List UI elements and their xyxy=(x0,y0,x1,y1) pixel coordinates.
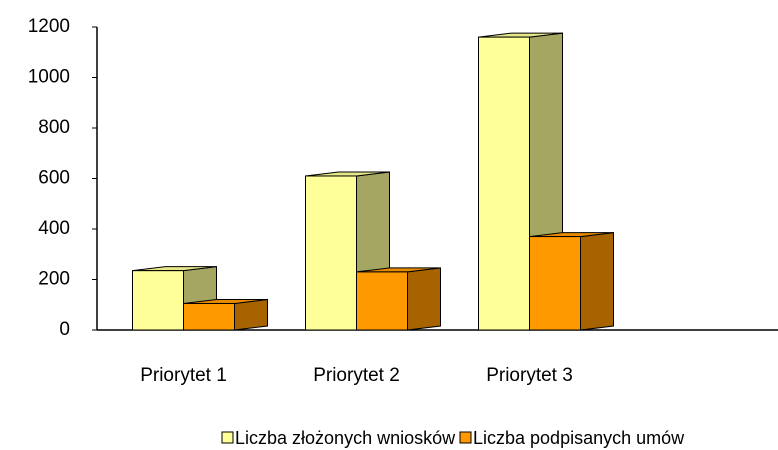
legend-swatch xyxy=(459,431,472,444)
legend-label: Liczba podpisanych umów xyxy=(473,428,685,448)
bar-front xyxy=(305,175,357,331)
x-tick-label: Priorytet 2 xyxy=(313,365,400,386)
bar-front xyxy=(478,36,530,331)
bar-front xyxy=(529,236,581,331)
y-tick-label: 1000 xyxy=(28,67,70,88)
y-tick-label: 0 xyxy=(59,319,70,340)
x-tick-label: Priorytet 1 xyxy=(140,365,227,386)
bar-side xyxy=(580,232,614,331)
bar-front xyxy=(356,271,408,331)
x-tick-label: Priorytet 3 xyxy=(486,365,573,386)
legend-swatch xyxy=(221,431,234,444)
bar-front xyxy=(132,270,184,331)
bar-side xyxy=(234,298,268,331)
y-tick-label: 600 xyxy=(38,168,70,189)
y-tick-label: 200 xyxy=(38,269,70,290)
y-tick-label: 1200 xyxy=(28,16,70,37)
bar xyxy=(529,232,614,331)
y-tick-label: 800 xyxy=(38,117,70,138)
bar-side xyxy=(407,267,441,331)
legend-label: Liczba złożonych wniosków xyxy=(235,428,456,448)
y-tick-label: 400 xyxy=(38,218,70,239)
bar xyxy=(183,298,268,331)
bar-front xyxy=(183,302,235,331)
bar xyxy=(356,267,441,331)
